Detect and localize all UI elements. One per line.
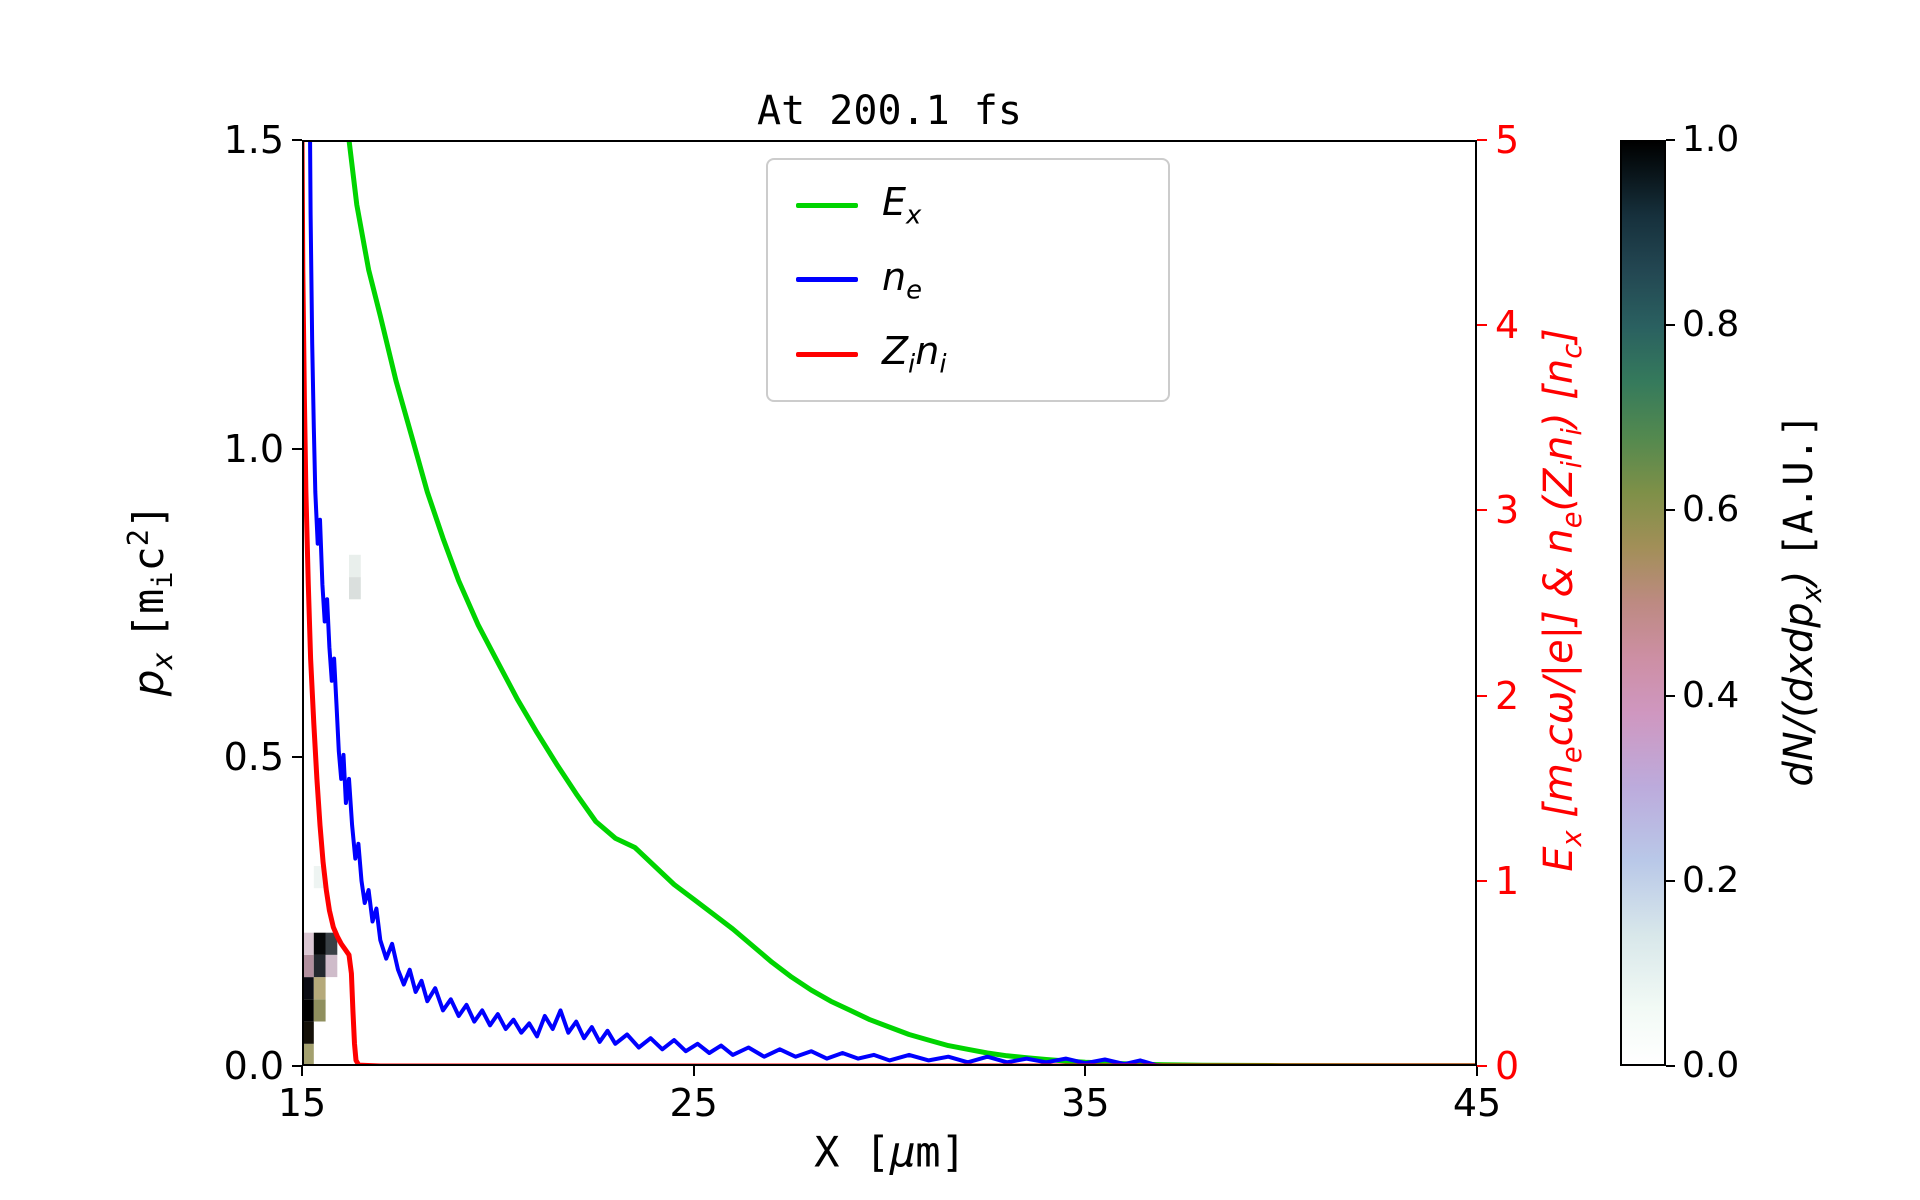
- y-axis-label-right: Ex [mecω/|e|] & ne(Zini) [nc]: [1536, 328, 1588, 872]
- histogram-cell: [302, 932, 314, 955]
- histogram-cell: [302, 954, 314, 978]
- x-tick-mark: [692, 1066, 695, 1076]
- y-left-tick-mark: [292, 756, 302, 759]
- colorbar-tick-label: 1.0: [1682, 119, 1740, 160]
- y-right-tick-label: 3: [1495, 488, 1520, 533]
- histogram-cell: [313, 999, 326, 1022]
- colorbar-label: dN/(dxdpx) [A.U.]: [1776, 413, 1828, 787]
- y-right-tick-mark: [1477, 324, 1487, 327]
- legend-entry: Ex: [796, 180, 1140, 231]
- y-right-tick-mark: [1477, 509, 1487, 512]
- histogram-cell: [325, 954, 338, 978]
- legend-label-ne: ne: [882, 254, 922, 306]
- colorbar: [1620, 140, 1666, 1066]
- x-tick-label: 35: [1061, 1081, 1110, 1125]
- y-right-tick-label: 0: [1495, 1044, 1520, 1088]
- y-right-tick-mark: [1477, 1065, 1487, 1067]
- colorbar-tick-mark: [1666, 694, 1675, 697]
- y-left-tick-label: 1.5: [223, 118, 284, 162]
- y-right-tick-mark: [1477, 694, 1487, 697]
- plot-svg: [302, 140, 1477, 1066]
- colorbar-tick-mark: [1666, 879, 1675, 882]
- colorbar-tick-label: 0.4: [1682, 674, 1740, 716]
- colorbar-tick-label: 0.2: [1682, 859, 1740, 901]
- y-right-tick-label: 5: [1495, 118, 1520, 162]
- colorbar-tick-mark: [1666, 509, 1675, 512]
- y-left-tick-label: 0.0: [223, 1044, 284, 1088]
- histogram-cell: [302, 1021, 314, 1044]
- colorbar-tick-label: 0.8: [1682, 304, 1740, 346]
- histogram-cell: [302, 1043, 314, 1066]
- legend-label-Zini: Zini: [882, 329, 947, 380]
- x-tick-label: 45: [1452, 1081, 1502, 1125]
- histogram-cell: [349, 577, 361, 600]
- x-tick-mark: [1084, 1066, 1087, 1076]
- legend-line-Zini: [796, 351, 858, 357]
- legend-label-Ex: Ex: [882, 180, 922, 231]
- y-left-tick-label: 1.0: [223, 426, 284, 471]
- legend-entry: Zini: [796, 329, 1140, 380]
- colorbar-tick-label: 0.0: [1682, 1045, 1740, 1086]
- y-right-tick-mark: [1477, 139, 1487, 141]
- histogram-cell: [313, 932, 326, 955]
- series-line-ne: [308, 140, 1477, 1066]
- histogram-cell: [313, 954, 326, 978]
- axes-border: [302, 140, 1477, 1066]
- colorbar-tick-mark: [1666, 139, 1675, 141]
- histogram-cell: [302, 977, 314, 1000]
- histogram-cell: [325, 932, 338, 955]
- x-axis-label: X [μm]: [814, 1127, 966, 1177]
- histogram-cell: [313, 866, 326, 889]
- colorbar-tick-label: 0.6: [1682, 489, 1740, 531]
- y-right-tick-label: 1: [1495, 858, 1520, 903]
- y-right-tick-label: 2: [1495, 673, 1520, 718]
- histogram-cell: [349, 554, 361, 577]
- legend-line-Ex: [796, 202, 858, 208]
- colorbar-tick-mark: [1666, 324, 1675, 327]
- histogram-cell: [302, 999, 314, 1022]
- colorbar-tick-mark: [1666, 1065, 1675, 1067]
- y-right-tick-label: 4: [1495, 303, 1520, 348]
- y-right-tick-mark: [1477, 879, 1487, 882]
- y-left-tick-label: 0.5: [223, 735, 284, 780]
- y-left-tick-mark: [292, 1065, 302, 1067]
- legend-line-ne: [796, 277, 858, 283]
- x-tick-mark: [1476, 1066, 1478, 1076]
- y-axis-label-left: px [mic2]: [120, 503, 180, 697]
- x-tick-label: 25: [669, 1081, 718, 1125]
- series-line-Zini: [302, 140, 1477, 1066]
- y-left-tick-mark: [292, 447, 302, 450]
- plot-title: At 200.1 fs: [757, 88, 1022, 134]
- x-tick-mark: [301, 1066, 303, 1076]
- legend-entry: ne: [796, 254, 1140, 306]
- y-left-tick-mark: [292, 139, 302, 141]
- histogram-cell: [313, 977, 326, 1000]
- legend: Ex ne Zini: [766, 158, 1170, 402]
- colorbar-gradient: [1622, 142, 1664, 1064]
- x-tick-label: 15: [277, 1081, 327, 1125]
